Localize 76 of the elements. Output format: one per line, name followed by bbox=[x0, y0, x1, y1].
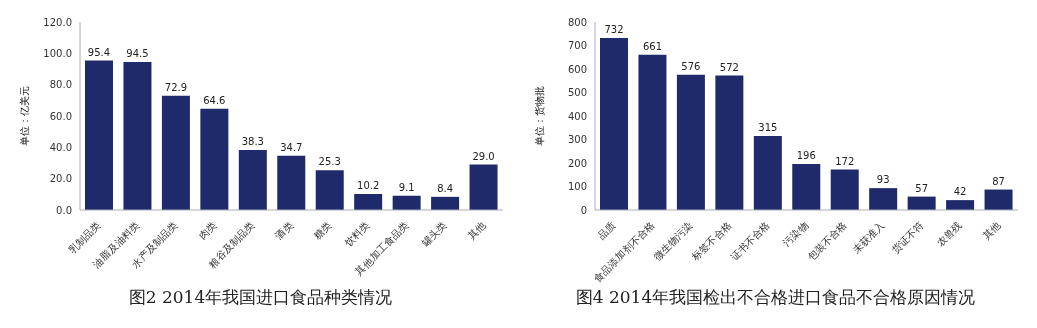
bar bbox=[354, 194, 383, 210]
bar bbox=[715, 75, 744, 210]
y-tick-label: 100 bbox=[567, 181, 587, 193]
bar bbox=[984, 189, 1013, 210]
y-tick-label: 20.0 bbox=[49, 173, 72, 185]
y-axis-title: 单位：货物批 bbox=[533, 86, 545, 146]
x-tick-label: 未获准入 bbox=[850, 219, 887, 256]
bar bbox=[315, 170, 344, 210]
x-tick-label: 其他 bbox=[465, 219, 488, 242]
data-label: 34.7 bbox=[280, 141, 303, 153]
y-tick-label: 60.0 bbox=[49, 110, 72, 122]
y-tick-label: 600 bbox=[567, 63, 587, 75]
data-label: 196 bbox=[796, 149, 816, 161]
x-tick-label: 品质 bbox=[595, 219, 618, 242]
data-label: 315 bbox=[758, 121, 778, 133]
bar bbox=[753, 135, 782, 210]
bar bbox=[676, 74, 705, 210]
x-tick-label: 其他 bbox=[980, 219, 1003, 242]
bar bbox=[600, 37, 628, 210]
data-label: 661 bbox=[642, 40, 662, 52]
x-tick-label: 酒类 bbox=[273, 219, 296, 242]
data-label: 87 bbox=[992, 175, 1005, 187]
data-label: 94.5 bbox=[126, 47, 149, 59]
x-tick-label: 饮料类 bbox=[342, 219, 372, 250]
data-label: 732 bbox=[604, 23, 624, 35]
x-tick-label: 糖类 bbox=[311, 219, 334, 242]
data-label: 42 bbox=[953, 186, 967, 198]
bar bbox=[431, 196, 460, 210]
data-label: 95.4 bbox=[87, 46, 111, 58]
data-label: 29.0 bbox=[472, 150, 495, 162]
bar bbox=[161, 95, 190, 210]
data-label: 172 bbox=[835, 155, 855, 167]
text: 图2 2014年我国进口食品种类情况 bbox=[128, 286, 393, 309]
data-label: 8.4 bbox=[437, 182, 454, 194]
x-tick-label: 肉类 bbox=[196, 219, 219, 242]
data-label: 9.1 bbox=[398, 181, 415, 193]
y-axis-title: 单位：亿美元 bbox=[18, 86, 30, 146]
y-tick-label: 40.0 bbox=[49, 141, 72, 153]
y-tick-label: 0.0 bbox=[56, 204, 72, 216]
bar bbox=[469, 164, 498, 210]
data-label: 38.3 bbox=[241, 136, 264, 147]
data-label: 572 bbox=[719, 61, 739, 73]
data-label: 25.3 bbox=[318, 156, 341, 168]
data-label: 64.6 bbox=[203, 94, 226, 106]
bar bbox=[869, 188, 898, 210]
y-tick-label: 500 bbox=[567, 87, 587, 99]
bar bbox=[792, 163, 821, 210]
bar bbox=[907, 196, 936, 210]
y-tick-label: 400 bbox=[567, 110, 587, 122]
y-tick-label: 200 bbox=[567, 157, 587, 169]
y-tick-label: 0 bbox=[580, 204, 587, 216]
y-tick-label: 700 bbox=[567, 40, 587, 52]
bar bbox=[392, 195, 421, 210]
bar bbox=[123, 61, 152, 210]
x-tick-label: 罐头类 bbox=[419, 219, 449, 249]
text: 图4 2014年我国检出不合格进口食品不合格原因情况 bbox=[575, 286, 976, 309]
x-tick-label: 农兽残 bbox=[934, 219, 964, 249]
bar bbox=[85, 60, 113, 210]
y-tick-label: 300 bbox=[567, 134, 587, 146]
bar bbox=[238, 150, 267, 210]
y-tick-label: 100.0 bbox=[43, 47, 72, 59]
x-tick-label: 污染物 bbox=[781, 219, 811, 249]
data-label: 72.9 bbox=[164, 81, 188, 93]
y-tick-label: 120.0 bbox=[43, 16, 72, 28]
data-label: 57 bbox=[915, 182, 928, 194]
data-label: 93 bbox=[876, 174, 890, 186]
x-tick-label: 货证不符 bbox=[889, 219, 926, 256]
y-tick-label: 800 bbox=[567, 16, 587, 28]
bar bbox=[830, 169, 859, 210]
bar bbox=[277, 155, 306, 210]
data-label: 576 bbox=[681, 60, 701, 72]
bar bbox=[200, 108, 229, 210]
bar bbox=[638, 54, 667, 210]
bar bbox=[946, 200, 975, 210]
data-label: 10.2 bbox=[357, 180, 380, 192]
y-tick-label: 80.0 bbox=[49, 79, 72, 91]
